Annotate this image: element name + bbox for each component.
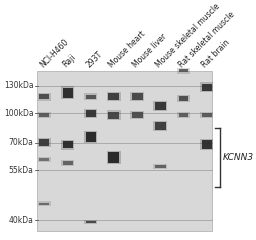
Bar bbox=[37, 71, 212, 231]
Bar bbox=[177, 112, 190, 118]
Bar bbox=[200, 82, 213, 92]
Bar bbox=[109, 93, 119, 100]
Bar bbox=[109, 112, 119, 119]
Bar bbox=[84, 109, 97, 118]
Bar bbox=[39, 94, 49, 99]
Text: Mouse skeletal muscle: Mouse skeletal muscle bbox=[154, 1, 221, 69]
Bar bbox=[38, 157, 51, 162]
Text: Mouse liver: Mouse liver bbox=[131, 31, 168, 69]
Text: 70kDa: 70kDa bbox=[8, 138, 34, 147]
Bar bbox=[38, 138, 51, 147]
Bar bbox=[132, 112, 143, 118]
Bar bbox=[62, 88, 73, 98]
Text: 130kDa: 130kDa bbox=[4, 81, 34, 90]
Text: 100kDa: 100kDa bbox=[4, 109, 34, 118]
Bar bbox=[86, 110, 96, 117]
Text: 293T: 293T bbox=[84, 49, 104, 69]
Bar bbox=[84, 220, 97, 224]
Bar bbox=[130, 111, 144, 119]
Text: 55kDa: 55kDa bbox=[8, 166, 34, 175]
Bar bbox=[153, 101, 167, 111]
Bar bbox=[84, 131, 97, 143]
Bar bbox=[61, 160, 74, 166]
Bar bbox=[200, 112, 213, 118]
Text: 40kDa: 40kDa bbox=[8, 216, 34, 225]
Bar bbox=[62, 141, 73, 149]
Bar bbox=[39, 203, 49, 204]
Bar bbox=[38, 201, 51, 206]
Text: Rat skeletal muscle: Rat skeletal muscle bbox=[177, 10, 237, 69]
Bar bbox=[178, 113, 188, 117]
Bar bbox=[61, 140, 74, 150]
Bar bbox=[62, 161, 73, 165]
Bar bbox=[132, 94, 143, 100]
Bar bbox=[155, 122, 166, 130]
Text: KCNN3: KCNN3 bbox=[223, 153, 254, 162]
Bar bbox=[153, 121, 167, 131]
Text: Mouse heart: Mouse heart bbox=[108, 29, 148, 69]
Bar bbox=[84, 94, 97, 100]
Bar bbox=[153, 164, 167, 169]
Bar bbox=[39, 158, 49, 161]
Bar bbox=[177, 95, 190, 102]
Bar bbox=[61, 86, 74, 99]
Bar bbox=[38, 93, 51, 101]
Bar bbox=[178, 96, 188, 101]
Bar bbox=[107, 110, 121, 120]
Bar bbox=[202, 113, 211, 117]
Bar bbox=[155, 165, 166, 168]
Bar bbox=[86, 221, 96, 223]
Bar bbox=[109, 152, 119, 163]
Bar bbox=[177, 68, 190, 74]
Bar bbox=[155, 102, 166, 110]
Bar bbox=[107, 92, 121, 102]
Bar bbox=[39, 139, 49, 146]
Text: Rat brain: Rat brain bbox=[200, 37, 232, 69]
Bar bbox=[107, 151, 121, 164]
Bar bbox=[86, 132, 96, 142]
Bar bbox=[202, 84, 211, 91]
Bar bbox=[38, 112, 51, 118]
Bar bbox=[86, 95, 96, 99]
Bar bbox=[178, 69, 188, 72]
Bar bbox=[39, 113, 49, 117]
Bar bbox=[200, 139, 213, 150]
Text: Raji: Raji bbox=[61, 52, 78, 69]
Bar bbox=[130, 92, 144, 101]
Text: NCI-H460: NCI-H460 bbox=[38, 37, 70, 69]
Bar bbox=[202, 140, 211, 149]
